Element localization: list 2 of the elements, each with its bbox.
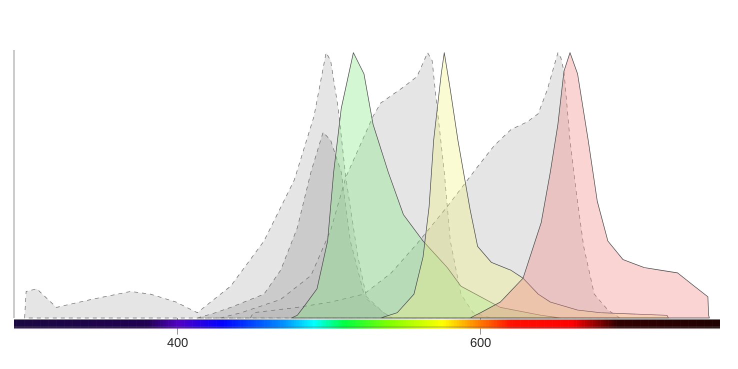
- x-tick-label: 600: [470, 338, 491, 348]
- x-tick-label: 400: [167, 338, 188, 348]
